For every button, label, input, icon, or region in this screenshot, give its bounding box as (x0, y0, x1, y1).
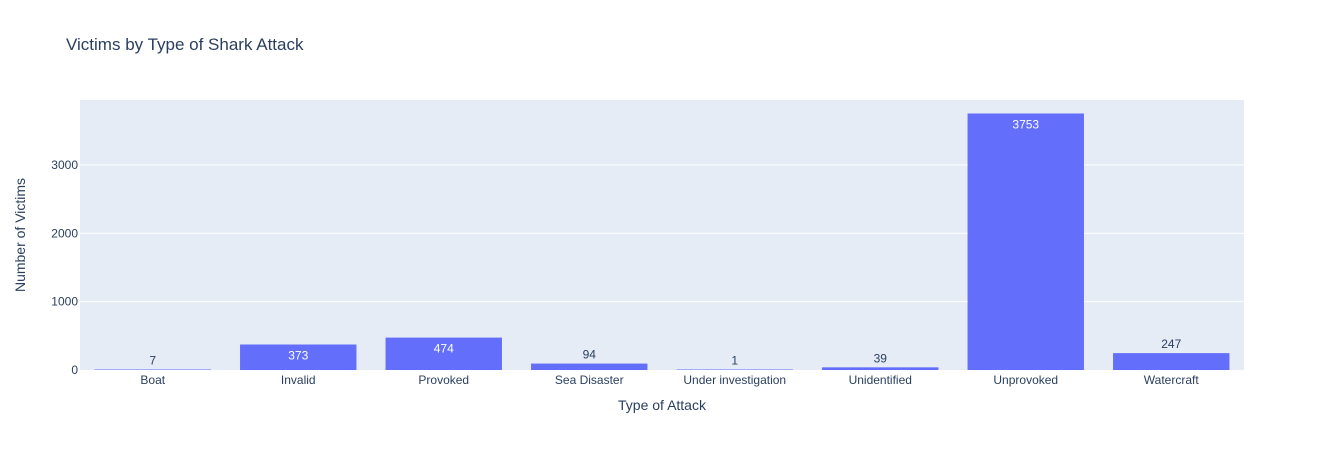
x-tick-label: Under investigation (683, 373, 786, 387)
y-axis-ticks: 0 1000 2000 3000 (51, 158, 78, 377)
x-tick-label: Boat (140, 373, 165, 387)
bar-value-label: 94 (583, 348, 597, 362)
bar-value-label: 3753 (1012, 117, 1039, 131)
y-tick-label: 1000 (51, 295, 78, 309)
x-tick-label: Invalid (281, 373, 316, 387)
bar-value-label: 474 (434, 342, 454, 356)
x-axis-ticks: Boat Invalid Provoked Sea Disaster Under inv… (140, 373, 1199, 387)
y-axis-title: Number of Victims (12, 178, 28, 292)
bar (531, 363, 648, 370)
bar-value-label: 247 (1161, 337, 1181, 351)
bar (240, 344, 357, 370)
bar (676, 369, 793, 370)
bar (94, 369, 211, 370)
y-tick-label: 2000 (51, 226, 78, 240)
bar-value-label: 373 (288, 349, 308, 363)
bar-value-label: 39 (874, 351, 888, 365)
x-tick-label: Sea Disaster (555, 373, 624, 387)
y-tick-label: 3000 (51, 158, 78, 172)
bar (385, 337, 502, 370)
x-tick-label: Watercraft (1144, 373, 1200, 387)
x-tick-label: Unprovoked (993, 373, 1058, 387)
bar-value-label: 1 (731, 354, 738, 368)
bar (967, 113, 1084, 370)
bars (94, 113, 1230, 370)
bar (822, 367, 939, 370)
bar (1113, 353, 1230, 370)
chart-title: Victims by Type of Shark Attack (66, 35, 304, 54)
x-axis-title: Type of Attack (618, 397, 707, 413)
x-tick-label: Unidentified (849, 373, 912, 387)
y-tick-label: 0 (71, 363, 78, 377)
bar-value-labels: 7 373 474 94 1 39 3753 247 (149, 117, 1181, 367)
x-tick-label: Provoked (418, 373, 469, 387)
bar-value-label: 7 (149, 354, 156, 368)
